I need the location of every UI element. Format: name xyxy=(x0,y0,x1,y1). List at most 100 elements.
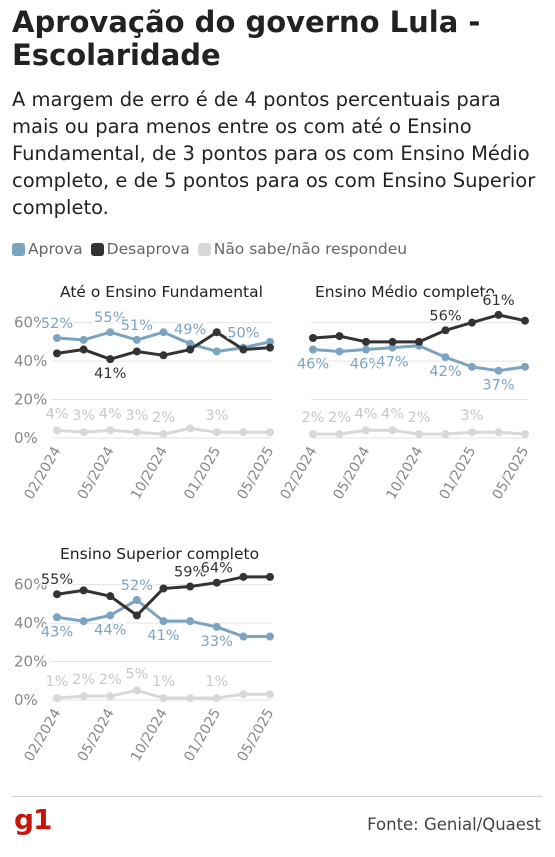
data-label-nao-sabe: 5% xyxy=(125,666,148,682)
data-label-nao-sabe: 1% xyxy=(45,674,68,690)
data-label-aprova: 42% xyxy=(429,364,461,380)
x-tick-label: 10/2024 xyxy=(128,444,171,502)
x-tick-label: 05/2025 xyxy=(235,444,278,502)
data-label-nao-sabe: 4% xyxy=(381,406,404,422)
point-nao-sabe xyxy=(239,690,248,699)
point-aprova xyxy=(239,632,248,641)
point-nao-sabe xyxy=(494,428,503,437)
y-tick-label: 0% xyxy=(14,429,38,447)
point-aprova xyxy=(186,617,195,626)
point-nao-sabe xyxy=(132,428,141,437)
point-nao-sabe xyxy=(159,430,168,439)
data-label-nao-sabe: 3% xyxy=(460,408,483,424)
point-desaprova xyxy=(494,310,503,319)
panel-title: Até o Ensino Fundamental xyxy=(60,283,263,301)
point-nao-sabe xyxy=(106,426,115,435)
chart-panel-ensino-superior: Ensino Superior completo 0% 20% 40% 60% 02/20… xyxy=(14,545,278,764)
point-aprova xyxy=(159,328,168,337)
panel-title: Ensino Superior completo xyxy=(60,545,259,563)
point-nao-sabe xyxy=(362,426,370,435)
data-label-nao-sabe: 3% xyxy=(72,408,95,424)
point-desaprova xyxy=(521,316,529,325)
point-aprova xyxy=(132,596,141,604)
point-nao-sabe xyxy=(186,424,195,433)
x-tick-label: 05/2025 xyxy=(490,444,533,502)
point-nao-sabe xyxy=(79,692,88,701)
legend-label-desaprova: Desaprova xyxy=(106,240,190,258)
y-tick-label: 40% xyxy=(14,352,47,370)
point-desaprova xyxy=(212,578,221,587)
data-label-desaprova: 56% xyxy=(429,308,461,324)
data-label-nao-sabe: 3% xyxy=(205,408,228,424)
point-nao-sabe xyxy=(79,428,88,437)
data-label-desaprova: 61% xyxy=(482,293,514,309)
data-label-aprova: 46% xyxy=(297,357,329,373)
data-label-desaprova: 41% xyxy=(94,366,126,382)
point-desaprova xyxy=(388,337,397,346)
data-label-aprova: 37% xyxy=(482,378,514,394)
point-desaprova xyxy=(415,337,423,346)
data-label-aprova: 52% xyxy=(121,578,153,594)
series-line-desaprova xyxy=(56,575,270,617)
legend-swatch-nao-sabe xyxy=(197,242,211,256)
point-aprova xyxy=(441,353,450,362)
point-nao-sabe xyxy=(266,690,274,699)
point-desaprova xyxy=(362,337,370,346)
point-desaprova xyxy=(132,611,141,620)
y-tick-label: 0% xyxy=(14,691,38,709)
data-label-aprova: 49% xyxy=(174,322,206,338)
point-aprova xyxy=(335,347,344,356)
point-nao-sabe xyxy=(441,430,450,439)
point-nao-sabe xyxy=(53,694,61,703)
x-tick-label: 02/2024 xyxy=(22,706,65,764)
point-desaprova xyxy=(266,572,274,581)
data-label-aprova: 52% xyxy=(41,316,73,332)
point-nao-sabe xyxy=(106,692,115,701)
point-desaprova xyxy=(159,584,168,593)
data-label-nao-sabe: 2% xyxy=(99,672,122,688)
point-desaprova xyxy=(309,334,317,342)
point-nao-sabe xyxy=(159,694,168,703)
point-aprova xyxy=(266,632,274,641)
x-tick-label: 01/2025 xyxy=(437,444,480,502)
data-label-nao-sabe: 1% xyxy=(152,674,175,690)
point-desaprova xyxy=(266,343,274,352)
point-aprova xyxy=(388,343,397,352)
data-label-aprova: 33% xyxy=(201,634,233,650)
point-desaprova xyxy=(132,347,141,356)
legend-label-nao-sabe: Não sabe/não respondeu xyxy=(213,240,408,258)
point-aprova xyxy=(362,345,370,354)
legend-item-aprova: Aprova xyxy=(12,240,83,258)
point-nao-sabe xyxy=(521,430,529,439)
legend-item-desaprova: Desaprova xyxy=(90,240,190,258)
point-aprova xyxy=(266,337,274,346)
x-tick-label: 05/2025 xyxy=(235,706,278,764)
x-tick-label: 01/2025 xyxy=(181,444,224,502)
data-label-aprova: 47% xyxy=(376,355,408,371)
x-tick-label: 05/2024 xyxy=(75,706,118,764)
data-label-aprova: 43% xyxy=(41,624,73,640)
data-label-aprova: 55% xyxy=(94,310,126,326)
data-label-nao-sabe: 2% xyxy=(72,672,95,688)
point-aprova xyxy=(53,334,61,342)
point-nao-sabe xyxy=(186,694,195,703)
y-tick-label: 40% xyxy=(14,614,47,632)
data-label-desaprova: 59% xyxy=(174,565,206,581)
point-aprova xyxy=(494,366,503,375)
point-nao-sabe xyxy=(239,428,248,437)
legend-swatch-desaprova xyxy=(90,242,104,256)
source-note: Fonte: Genial/Quaest xyxy=(367,815,541,834)
point-desaprova xyxy=(186,345,195,354)
series-line-desaprova xyxy=(312,313,526,344)
point-desaprova xyxy=(186,582,195,591)
y-tick-label: 20% xyxy=(14,653,47,671)
point-desaprova xyxy=(53,590,61,599)
x-tick-label: 05/2024 xyxy=(75,444,118,502)
point-aprova xyxy=(79,335,88,344)
point-aprova xyxy=(53,613,61,622)
point-aprova xyxy=(79,617,88,626)
point-nao-sabe xyxy=(53,426,61,435)
point-aprova xyxy=(132,335,141,344)
legend-label-aprova: Aprova xyxy=(28,240,83,258)
